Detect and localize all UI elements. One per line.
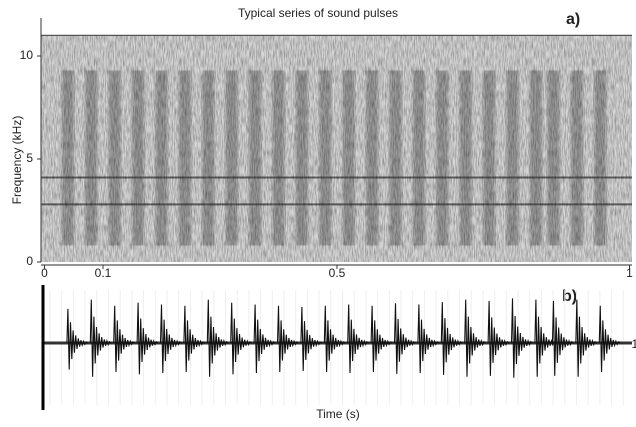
pulse-waveform (551, 300, 574, 376)
pulse-waveform (253, 304, 276, 373)
pulse-waveform (136, 302, 159, 375)
pulse-waveform (464, 299, 487, 377)
pulse-waveform (393, 303, 416, 374)
pulse-waveform (575, 299, 598, 377)
panel-label: b) (562, 288, 577, 305)
x-tick-label: 1 (632, 337, 636, 351)
x-tick-label: 0 (41, 266, 48, 280)
pulse-waveform (159, 304, 182, 373)
pulse-waveform (113, 305, 135, 372)
pulse-waveform (230, 302, 253, 375)
pulse-waveform (89, 299, 112, 377)
x-tick-label: 0.1 (95, 266, 112, 280)
panel-label: a) (566, 11, 580, 28)
y-tick-label: 5 (26, 151, 33, 165)
pulse-waveform (323, 305, 346, 372)
pulse-waveform (510, 298, 533, 378)
y-tick-label: 0 (26, 254, 33, 268)
pulse-waveform (487, 300, 510, 376)
pulse-waveform (276, 305, 299, 372)
pulse-waveform (598, 305, 621, 372)
chart-title: Typical series of sound pulses (238, 6, 398, 20)
pulse-waveform (370, 305, 393, 372)
pulse-waveform (347, 304, 369, 373)
y-axis-label: Frequency (kHz) (10, 116, 24, 205)
pulse-waveform (183, 305, 206, 372)
pulse-waveform (300, 307, 323, 372)
pulse-waveform (440, 302, 463, 375)
x-tick-label: 0.5 (329, 266, 346, 280)
pulse-waveform (66, 308, 89, 370)
pulse-waveform (417, 304, 440, 373)
x-axis-label: Time (s) (316, 407, 360, 421)
pulse-waveform (206, 299, 229, 377)
noise-texture (41, 35, 632, 263)
x-tick-label: 1 (626, 266, 633, 280)
y-tick-label: 10 (20, 48, 34, 62)
